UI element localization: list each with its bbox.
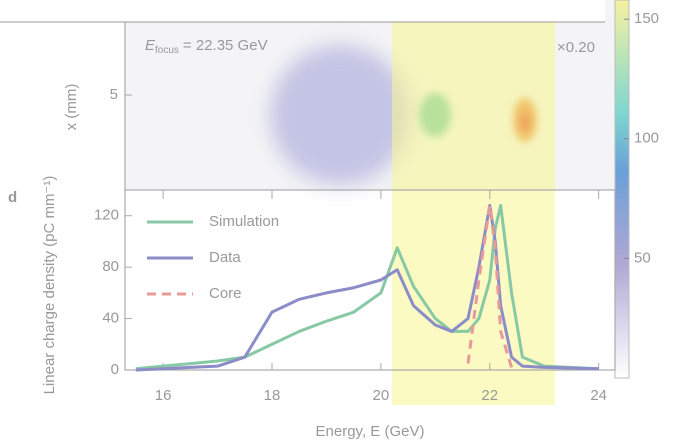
legend-label: Simulation xyxy=(209,213,279,230)
y-label: x (mm) xyxy=(63,84,80,131)
y-tick-label: 120 xyxy=(94,207,119,224)
haze xyxy=(270,45,410,185)
x-tick-label: 18 xyxy=(264,387,281,404)
y-tick-label: 80 xyxy=(102,258,119,275)
y-tick-label: 40 xyxy=(102,310,119,327)
legend-label: Data xyxy=(209,249,241,266)
annotation: Efocus = 22.35 GeV xyxy=(145,37,268,56)
colorbar-tick-label: 100 xyxy=(634,130,659,147)
top-mask xyxy=(0,0,605,22)
scale-label: ×0.20 xyxy=(557,39,595,56)
annotation-subscript: focus xyxy=(155,45,179,56)
x-tick-label: 24 xyxy=(590,387,607,404)
highlight xyxy=(392,0,555,405)
y-tick-label: 0 xyxy=(111,361,119,378)
series-line xyxy=(466,203,513,368)
panel-label: d xyxy=(8,189,17,206)
series-line xyxy=(135,203,599,372)
legend-label: Core xyxy=(209,285,242,302)
series-line xyxy=(135,203,599,371)
x-tick-label: 20 xyxy=(373,387,390,404)
y-label: Linear charge density (pC mm⁻¹) xyxy=(41,176,58,395)
colorbar xyxy=(614,0,630,379)
plot-frame xyxy=(124,189,616,371)
annotation-symbol: E xyxy=(145,37,156,54)
x-tick-label: 22 xyxy=(481,387,498,404)
x-label: Energy, E (GeV) xyxy=(316,423,425,440)
y-tick-label: 5 xyxy=(110,86,118,103)
x-tick-label: 16 xyxy=(155,387,172,404)
annotation-text: = 22.35 GeV xyxy=(183,37,268,54)
colorbar-tick-label: 150 xyxy=(634,10,659,27)
colorbar-tick-label: 50 xyxy=(634,249,651,266)
